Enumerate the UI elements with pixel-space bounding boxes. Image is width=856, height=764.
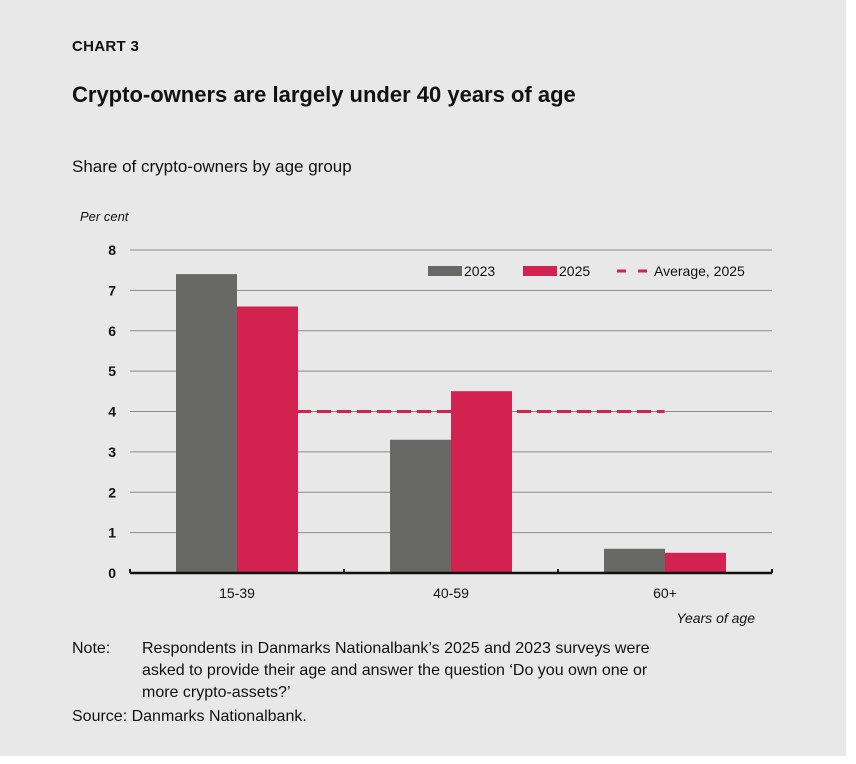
y-tick-label: 8 (108, 242, 116, 258)
chart-panel: CHART 3 Crypto-owners are largely under … (0, 0, 846, 756)
y-tick-label: 4 (108, 404, 116, 420)
x-tick-label: 40-59 (433, 585, 469, 601)
legend-label: 2023 (464, 263, 495, 279)
bar-chart: Per cent 0 1 2 3 4 5 6 7 8 15-39 40-59 60+ Years of a… (80, 209, 773, 626)
y-tick-label: 0 (108, 565, 116, 581)
bar-2023-40-59 (390, 439, 451, 573)
source-text: Source: Danmarks Nationalbank. (72, 708, 307, 725)
chart-subtitle: Share of crypto-owners by age group (72, 157, 352, 176)
chart-title: Crypto-owners are largely under 40 years… (72, 82, 576, 107)
y-axis-label: Per cent (80, 209, 130, 224)
note-label: Note: (72, 640, 111, 657)
note-text: Respondents in Danmarks Nationalbank’s 2… (142, 638, 650, 704)
chart-number: CHART 3 (72, 38, 140, 55)
bar-overlay-2025-40-59 (451, 391, 512, 573)
legend-label: 2025 (559, 263, 590, 279)
x-tick-label: 15-39 (219, 585, 255, 601)
y-tick-label: 3 (108, 444, 116, 460)
bar-overlay-2025-15-39 (237, 306, 298, 573)
bar-2023-60+ (604, 548, 665, 573)
y-tick-label: 6 (108, 323, 116, 339)
bar-2025-60+ (665, 552, 726, 573)
y-tick-label: 5 (108, 363, 116, 379)
y-tick-label: 1 (108, 525, 116, 541)
legend-swatch-2025 (523, 266, 557, 276)
x-tick-label: 60+ (653, 585, 677, 601)
y-tick-label: 7 (108, 282, 116, 298)
legend-label: Average, 2025 (654, 263, 745, 279)
bar-overlay-2023-15-39 (176, 274, 237, 573)
legend-swatch-2023 (428, 266, 462, 276)
note-line: Respondents in Danmarks Nationalbank’s 2… (142, 640, 650, 657)
note-line: more crypto-assets?’ (142, 684, 291, 701)
note-line: asked to provide their age and answer th… (142, 662, 648, 679)
y-tick-label: 2 (108, 484, 116, 500)
x-axis-label: Years of age (676, 610, 755, 626)
